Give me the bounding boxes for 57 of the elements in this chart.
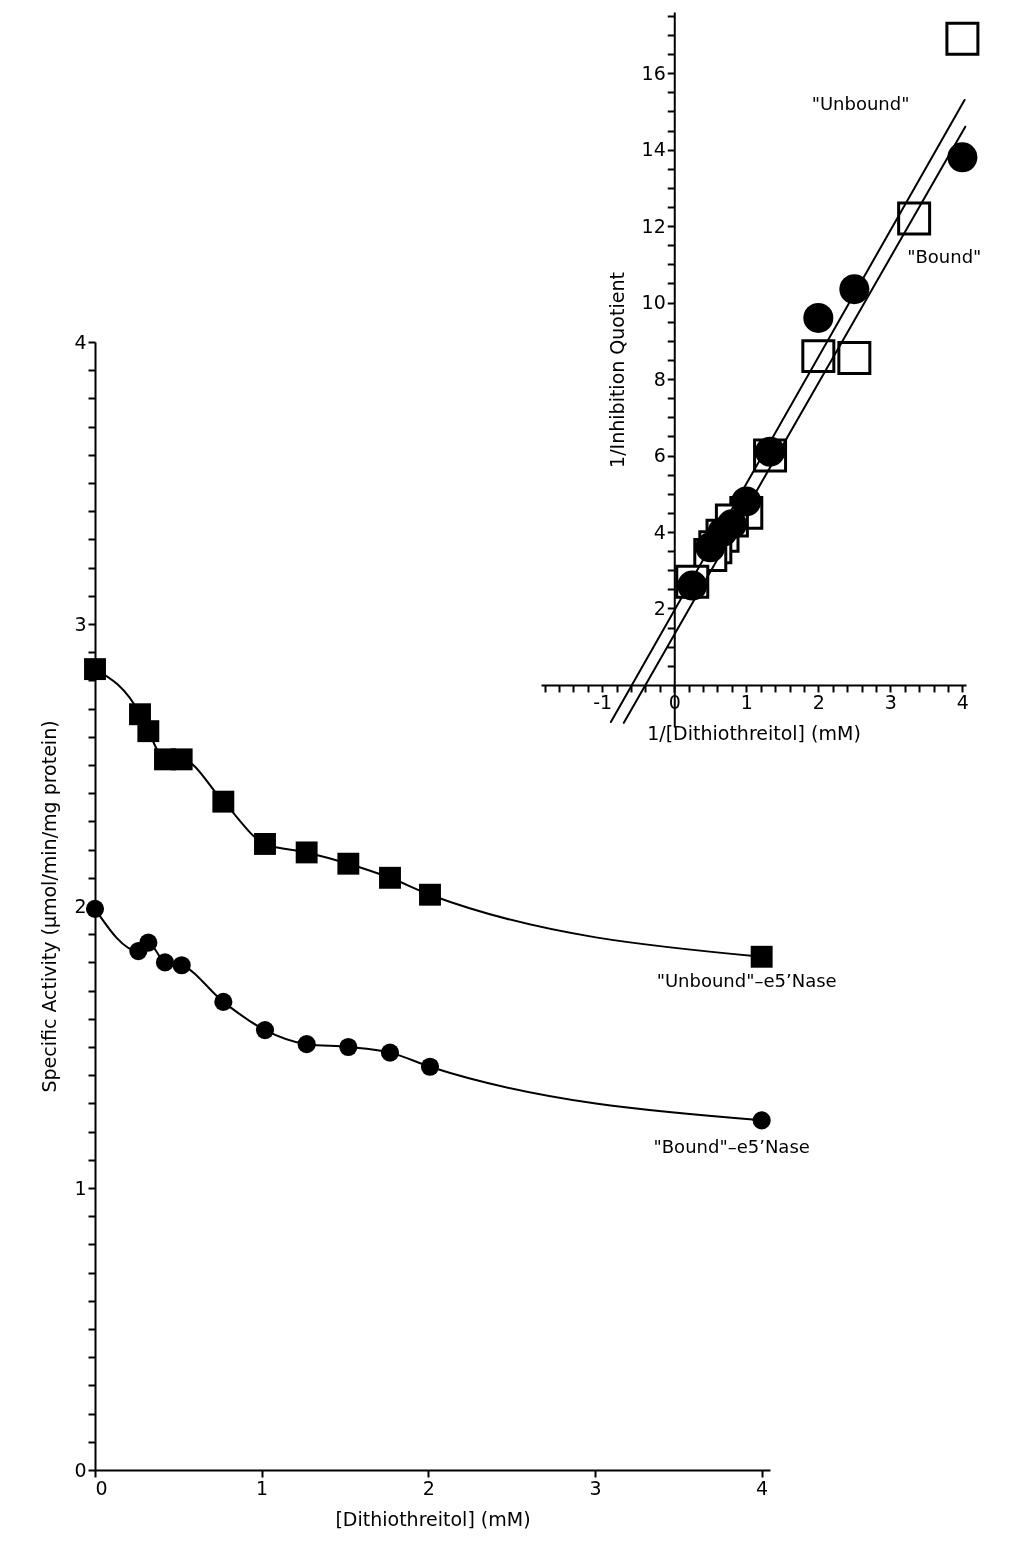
point (212, 790, 235, 813)
series-label: "Bound"–e5’Nase (653, 1136, 810, 1158)
point (155, 953, 175, 972)
point (945, 21, 980, 56)
point (337, 852, 360, 875)
point (214, 992, 233, 1011)
y-tick-label: 12 (641, 214, 666, 237)
y-tick-label: 4 (74, 330, 87, 353)
y-tick-label: 16 (641, 61, 666, 84)
point (839, 274, 870, 305)
x-tick-label: 2 (812, 691, 825, 714)
x-tick-label: 4 (756, 1476, 769, 1499)
point (339, 1037, 358, 1057)
x-tick-label: 1 (740, 691, 753, 714)
y-tick-label: 0 (74, 1458, 87, 1481)
point (419, 883, 441, 906)
point (137, 720, 160, 743)
y-axis-title: 1/Inhibition Quotient (605, 272, 628, 468)
point (139, 933, 158, 952)
y-tick-label: 3 (74, 612, 87, 635)
series-label: "Bound" (907, 245, 982, 267)
point (84, 658, 106, 681)
x-axis-title: 1/[Dithiothreitol] (mM) (647, 722, 861, 745)
x-tick-label: -1 (593, 691, 613, 714)
x-tick-label: 1 (256, 1476, 269, 1499)
y-tick-label: 2 (74, 894, 87, 917)
y-tick-label: 14 (641, 138, 666, 161)
y-tick-label: 8 (653, 367, 666, 390)
y-axis-title: Specific Activity (µmol/min/mg protein) (38, 720, 61, 1093)
series-label: "Unbound"–e5’Nase (656, 969, 837, 991)
point (295, 841, 318, 864)
point (750, 945, 773, 968)
point (420, 1057, 440, 1076)
x-tick-label: 3 (884, 691, 897, 714)
point (379, 866, 401, 889)
point (947, 142, 978, 173)
y-tick-label: 1 (74, 1176, 87, 1199)
point (752, 1111, 771, 1130)
point (255, 1021, 275, 1040)
y-tick-label: 2 (653, 596, 666, 619)
x-tick-label: 0 (95, 1476, 108, 1499)
text: "Unbound" (811, 92, 910, 114)
point (837, 341, 872, 376)
y-tick-label: 6 (653, 444, 666, 467)
x-axis-title: [Dithiothreitol] (mM) (335, 1507, 531, 1530)
x-tick-label: 2 (422, 1476, 435, 1499)
x-tick-label: 4 (956, 691, 969, 714)
point (254, 833, 276, 855)
point (85, 899, 105, 918)
point (172, 956, 191, 975)
x-tick-label: 3 (589, 1476, 602, 1499)
y-tick-label: 10 (641, 291, 666, 314)
y-tick-label: 4 (653, 520, 666, 543)
point (803, 302, 834, 333)
point (380, 1043, 400, 1062)
point (297, 1035, 316, 1054)
point (170, 748, 193, 771)
